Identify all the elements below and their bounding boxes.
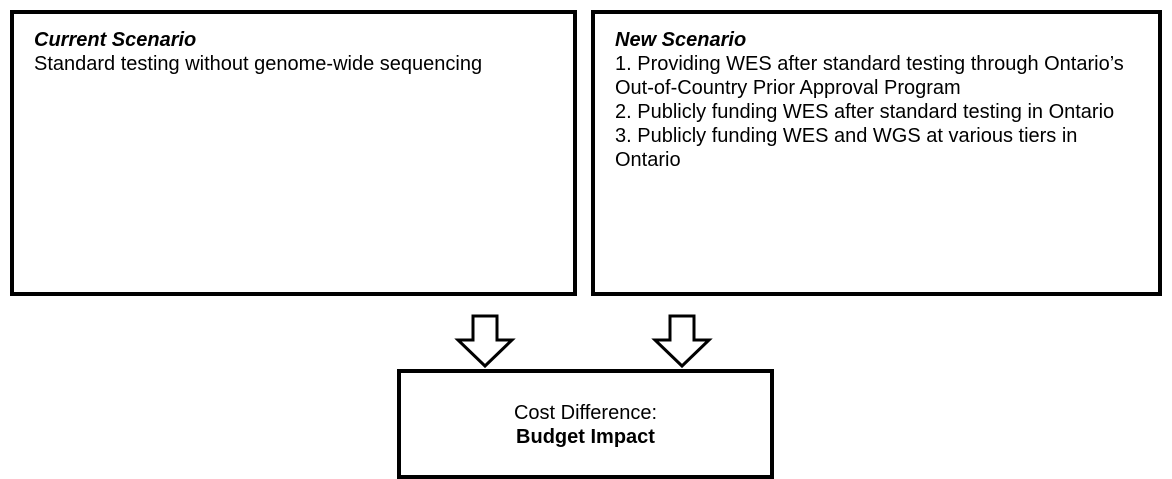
new-box: New Scenario 1. Providing WES after stan… — [591, 10, 1162, 296]
box-text: 3. Publicly funding WES and WGS at vario… — [615, 125, 1078, 171]
arrow — [454, 314, 516, 369]
current-box: Current Scenario Standard testing withou… — [10, 10, 577, 296]
box-title: Current Scenario — [34, 29, 197, 51]
arrow — [651, 314, 713, 369]
result-text: Budget Impact — [516, 426, 655, 448]
result-box: Cost Difference: Budget Impact — [397, 369, 774, 479]
box-text: 1. Providing WES after standard testing … — [615, 53, 1124, 99]
result-text: Cost Difference: — [513, 402, 658, 424]
box-text: Standard testing without genome-wide seq… — [34, 53, 483, 75]
box-title: New Scenario — [615, 29, 747, 51]
box-text: 2. Publicly funding WES after standard t… — [615, 101, 1115, 123]
